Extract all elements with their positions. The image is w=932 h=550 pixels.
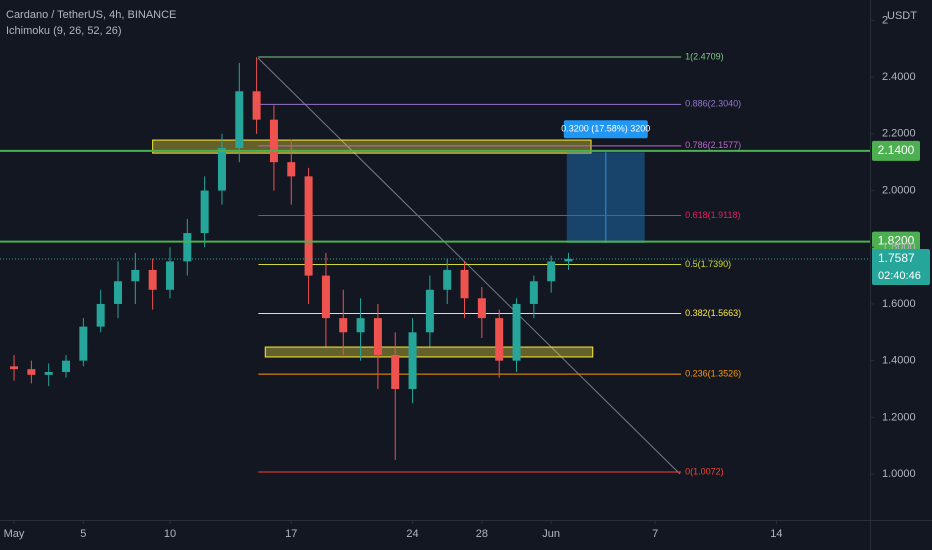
fib-label: 0(1.0072) <box>685 466 724 476</box>
x-tick-label: 10 <box>164 528 176 540</box>
fib-label: 0.886(2.3040) <box>685 99 741 109</box>
candle-body <box>165 261 174 290</box>
y-tick-label: 1.2000 <box>882 411 916 423</box>
candle-body <box>62 360 71 372</box>
x-tick-label: 14 <box>770 528 782 540</box>
candle-body <box>252 91 261 120</box>
candle-body <box>113 281 122 304</box>
candle-body <box>217 148 226 191</box>
countdown-label: 02:40:46 <box>878 270 921 282</box>
x-tick-label: May <box>4 528 25 540</box>
candle-body <box>547 261 556 282</box>
y-tick-label: 1.6000 <box>882 298 916 310</box>
fib-label: 1(2.4709) <box>685 51 724 61</box>
level-tag <box>872 140 920 161</box>
y-tick-label: 2.0000 <box>882 184 916 196</box>
y-tick-label: 1.4000 <box>882 355 916 367</box>
candle-body <box>408 332 417 390</box>
measure-label-bg <box>563 120 648 139</box>
candle-body <box>425 289 434 333</box>
level-label: 1.8200 <box>878 234 915 248</box>
trend-line <box>257 57 681 475</box>
candle-body <box>44 371 53 375</box>
last-price-label: 1.7587 <box>878 251 915 265</box>
measure-label: 0.3200 (17.58%) 3200 <box>561 124 650 134</box>
candle-body <box>200 190 209 234</box>
candle-body <box>495 318 504 361</box>
candle-body <box>235 91 244 149</box>
x-tick-label: Jun <box>542 528 560 540</box>
fib-label: 0.618(1.9118) <box>685 210 740 220</box>
candle-body <box>79 326 88 361</box>
y-tick-label: 2.2000 <box>882 128 916 140</box>
candle-body <box>287 162 296 177</box>
fib-label: 0.5(1.7390) <box>685 259 731 269</box>
candle-body <box>183 233 192 262</box>
candle-body <box>96 303 105 327</box>
candle-body <box>512 303 521 361</box>
candle-body <box>529 281 538 304</box>
candle-body <box>304 176 313 276</box>
candle-body <box>131 269 140 282</box>
y-tick-label: 2 <box>882 14 888 26</box>
candle-body <box>148 269 157 290</box>
candle-body <box>10 366 19 370</box>
level-label: 2.1400 <box>878 143 915 157</box>
indicator-label: Ichimoku (9, 26, 52, 26) <box>6 25 122 37</box>
x-tick-label: 7 <box>652 528 658 540</box>
fib-label: 0.236(1.3526) <box>685 368 741 378</box>
fib-label: 0.382(1.5663) <box>685 308 741 318</box>
zone <box>264 346 594 358</box>
candle-body <box>373 318 382 355</box>
x-tick-label: 5 <box>80 528 86 540</box>
y-tick-label: 2.4000 <box>882 71 916 83</box>
last-price-tag <box>872 248 930 285</box>
candle-body <box>27 369 36 375</box>
candle-body <box>443 269 452 290</box>
candle-body <box>339 318 348 333</box>
candle-body <box>477 298 486 319</box>
chart-title: Cardano / TetherUS, 4h, BINANCE <box>6 9 176 21</box>
x-tick-label: 17 <box>285 528 297 540</box>
level-tag <box>872 231 920 252</box>
x-tick-label: 24 <box>406 528 418 540</box>
candle-body <box>356 318 365 333</box>
candle-body <box>460 269 469 299</box>
y-tick-label: 1.0000 <box>882 468 916 480</box>
fib-label: 0.786(2.1577) <box>685 140 741 150</box>
x-tick-label: 28 <box>476 528 488 540</box>
candle-body <box>321 275 330 319</box>
currency-label[interactable]: USDT <box>887 10 917 22</box>
candle-body <box>269 119 278 163</box>
candle-body <box>391 354 400 390</box>
candle-body <box>564 258 573 262</box>
